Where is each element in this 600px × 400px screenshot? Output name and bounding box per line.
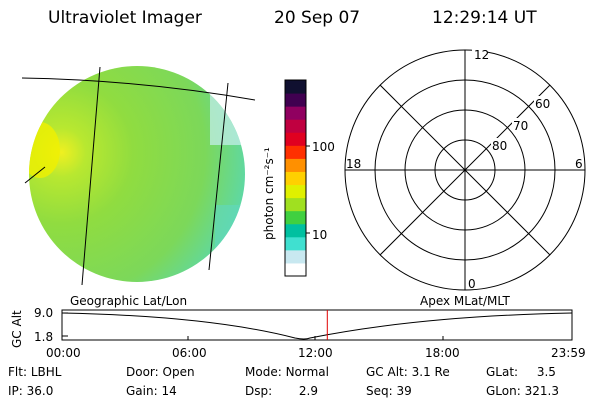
colorbar-segment: [285, 249, 306, 264]
flt-field: Flt: LBHL: [8, 365, 61, 379]
date-label: 20 Sep 07: [274, 8, 361, 28]
orbit-altitude-timeline: [61, 309, 573, 341]
colorbar-segment: [285, 236, 306, 251]
seq-label: Seq:: [366, 384, 393, 398]
x-tick-0600: 06:00: [172, 346, 207, 360]
colorbar-segment: [285, 197, 306, 212]
mode-value: Normal: [285, 365, 329, 379]
ip-field: IP: 36.0: [8, 384, 53, 398]
gain-value: 14: [161, 384, 177, 398]
colorbar-segment: [285, 223, 306, 238]
door-value: Open: [162, 365, 195, 379]
colorbar-tick-10: 10: [312, 228, 328, 242]
mlt-label-0: 0: [468, 277, 476, 291]
ip-label: IP:: [8, 384, 23, 398]
geographic-grid: [21, 66, 256, 286]
x-tick-0000: 00:00: [46, 346, 81, 360]
colorbar-unit-label: photon cm⁻²s⁻¹: [262, 147, 276, 240]
colorbar-tick-100: 100: [312, 140, 335, 154]
flt-value: LBHL: [30, 365, 62, 379]
glat-label: GLat:: [486, 365, 519, 379]
lat-label-80: 80: [492, 139, 507, 153]
door-field: Door: Open: [126, 365, 195, 379]
lat-label-60: 60: [535, 97, 550, 111]
gain-field: Gain: 14: [126, 384, 177, 398]
seq-field: Seq: 39: [366, 384, 412, 398]
glat-field: GLat: 3.5: [486, 365, 556, 379]
imager-title: Ultraviolet Imager: [48, 8, 202, 28]
y-tick-1-8: 1.8: [34, 330, 54, 344]
colorbar-segment: [285, 80, 306, 94]
altitude-curve: [61, 312, 573, 340]
gcalt-value: 3.1 Re: [411, 365, 450, 379]
colorbar-segment: [285, 210, 306, 225]
auroral-image: [21, 66, 256, 286]
glat-value: 3.5: [536, 365, 556, 379]
gcalt-field: GC Alt: 3.1 Re: [366, 365, 450, 379]
image-disk: [29, 66, 245, 282]
glon-label: GLon:: [486, 384, 521, 398]
x-tick-2359: 23:59: [551, 346, 586, 360]
mode-label: Mode:: [245, 365, 282, 379]
colorbar-segment: [285, 145, 306, 159]
gain-label: Gain:: [126, 384, 158, 398]
mlt-label-12: 12: [474, 48, 489, 62]
lat-label-70: 70: [513, 119, 528, 133]
gcalt-label: GC Alt:: [366, 365, 408, 379]
geographic-caption: Geographic Lat/Lon: [70, 294, 188, 308]
mlt-label-6: 6: [575, 157, 583, 171]
time-label: 12:29:14 UT: [432, 8, 537, 28]
ip-value: 36.0: [26, 384, 54, 398]
color-scale-bar: [284, 79, 310, 277]
glon-value: 321.3: [524, 384, 559, 398]
colorbar-segment: [285, 119, 306, 133]
flt-label: Flt:: [8, 365, 27, 379]
dsp-label: Dsp:: [245, 384, 273, 398]
apex-caption: Apex MLat/MLT: [420, 294, 510, 308]
glon-field: GLon: 321.3: [486, 384, 559, 398]
colorbar-segment: [285, 158, 306, 172]
colorbar-segment: [285, 171, 306, 186]
x-tick-1800: 18:00: [425, 346, 460, 360]
mode-field: Mode: Normal: [245, 365, 329, 379]
door-label: Door:: [126, 365, 159, 379]
dsp-value: 2.9: [298, 384, 318, 398]
mlt-label-18: 18: [346, 157, 361, 171]
seq-value: 39: [396, 384, 412, 398]
timeline-y-label: GC Alt: [10, 310, 24, 348]
colorbar-segment: [285, 106, 306, 120]
y-tick-9: 9.0: [34, 306, 54, 320]
dsp-field: Dsp: 2.9: [245, 384, 318, 398]
polar-plot: 12 18 6 0 60 70 80: [344, 48, 586, 291]
x-tick-1200: 12:00: [298, 346, 333, 360]
colorbar-segment: [285, 93, 306, 107]
colorbar-segment: [285, 184, 306, 199]
colorbar-segment: [285, 262, 306, 277]
colorbar-segment: [285, 132, 306, 146]
